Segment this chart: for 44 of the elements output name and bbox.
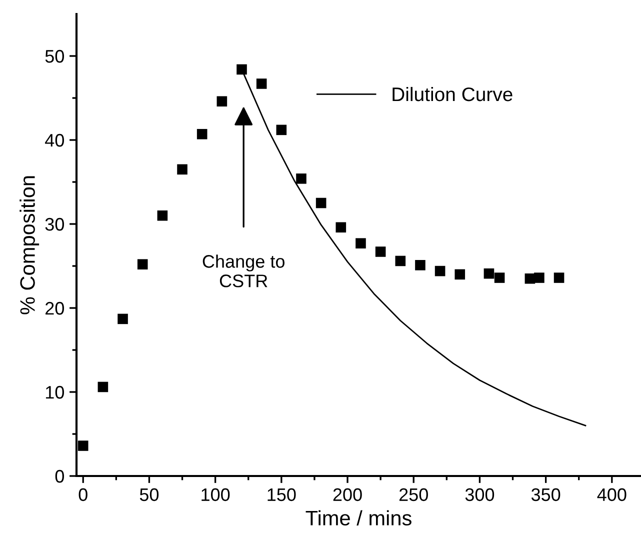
point	[316, 198, 326, 208]
point	[256, 78, 267, 89]
point	[118, 314, 128, 324]
point	[375, 246, 386, 257]
point	[276, 124, 287, 136]
point	[216, 96, 228, 107]
point	[395, 256, 406, 266]
x-tick-label: 0	[78, 488, 88, 502]
point	[554, 272, 564, 283]
point	[98, 382, 108, 392]
x-axis-title: Time / mins	[306, 510, 412, 526]
x-tick-label: 300	[465, 488, 494, 502]
annotation: Change to CSTR	[202, 254, 284, 288]
point	[157, 210, 168, 221]
x-tick-label: 400	[597, 488, 626, 502]
x-tick-label: 350	[531, 488, 560, 502]
x-tick-label: 100	[202, 488, 230, 502]
point	[494, 272, 505, 283]
y-tick-label: 0	[55, 470, 64, 483]
y-tick-label: 10	[46, 386, 64, 399]
point	[524, 273, 536, 284]
point	[356, 238, 366, 248]
point	[78, 440, 88, 451]
y-tick-label: 40	[45, 134, 64, 147]
point	[137, 259, 148, 270]
legend-label: Dilution Curve	[392, 86, 512, 102]
y-axis-title: % Composition	[20, 176, 40, 314]
y-tick-label: 20	[46, 302, 64, 315]
point	[196, 128, 208, 140]
point	[296, 173, 306, 184]
point	[484, 268, 494, 279]
x-tick-label: 50	[140, 488, 159, 502]
point	[336, 222, 346, 233]
y-tick-label: 30	[45, 218, 64, 231]
point	[236, 64, 247, 75]
point	[415, 260, 426, 270]
x-tick-label: 200	[333, 488, 362, 502]
point	[177, 164, 188, 175]
point	[534, 272, 544, 283]
x-tick-label: 250	[399, 488, 428, 502]
y-tick-label: 50	[45, 50, 64, 63]
x-tick-label: 150	[268, 488, 296, 502]
point	[434, 266, 446, 276]
point	[454, 269, 466, 280]
